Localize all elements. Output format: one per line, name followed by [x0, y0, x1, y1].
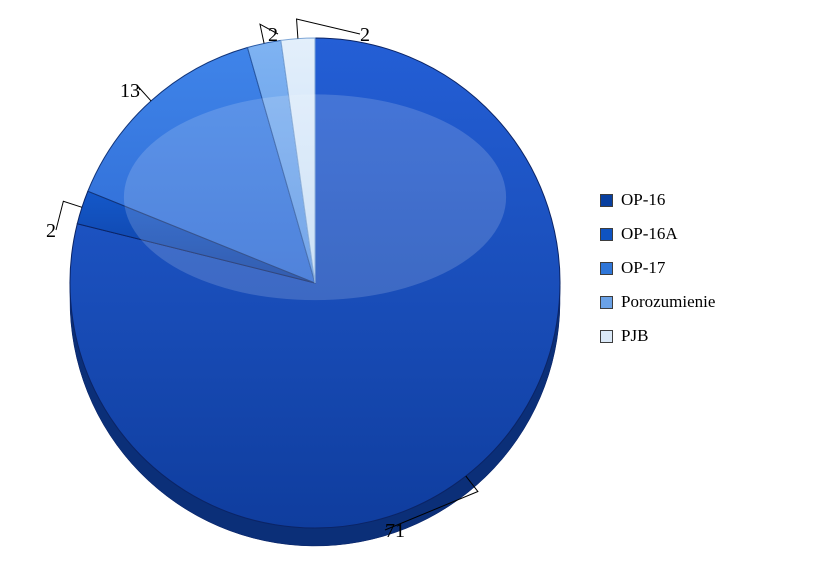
legend-label: OP-16: [621, 190, 665, 210]
legend-swatch: [600, 262, 613, 275]
legend-item: OP-16: [600, 190, 810, 210]
legend-item: OP-16A: [600, 224, 810, 244]
data-label: 2: [360, 24, 370, 47]
legend-item: OP-17: [600, 258, 810, 278]
data-label: 2: [268, 24, 278, 47]
data-label: 71: [385, 520, 405, 543]
legend-label: OP-16A: [621, 224, 678, 244]
pie-chart: [30, 10, 570, 550]
leader-line: [297, 19, 360, 39]
data-label: 2: [46, 220, 56, 243]
legend-label: Porozumienie: [621, 292, 715, 312]
chart-stage: OP-16 OP-16A OP-17 Porozumienie PJB 71 2 13 2 2: [0, 0, 828, 562]
legend-swatch: [600, 228, 613, 241]
pie-gloss: [124, 94, 506, 300]
legend-item: PJB: [600, 326, 810, 346]
legend-swatch: [600, 296, 613, 309]
pie-svg: [30, 10, 570, 550]
data-label: 13: [120, 80, 140, 103]
legend-swatch: [600, 194, 613, 207]
legend-label: OP-17: [621, 258, 665, 278]
legend-swatch: [600, 330, 613, 343]
legend-item: Porozumienie: [600, 292, 810, 312]
legend-label: PJB: [621, 326, 648, 346]
legend: OP-16 OP-16A OP-17 Porozumienie PJB: [600, 190, 810, 360]
